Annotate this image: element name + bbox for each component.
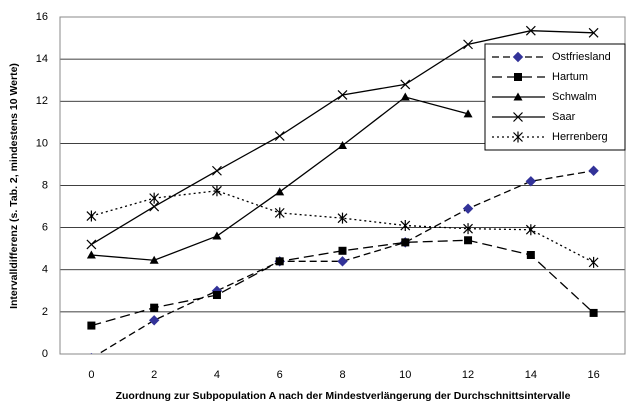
legend-label: Hartum <box>552 71 588 83</box>
data-point <box>150 303 159 312</box>
data-point <box>212 165 222 176</box>
legend-marker <box>514 73 522 81</box>
legend-marker <box>513 112 523 122</box>
data-point <box>149 192 160 204</box>
series-line <box>97 170 594 354</box>
series-line <box>91 96 469 261</box>
x-tick-label: 14 <box>525 369 537 381</box>
data-point <box>149 255 159 264</box>
legend-label: Schwalm <box>552 91 597 103</box>
x-tick-label: 10 <box>399 369 411 381</box>
y-tick-label: 2 <box>42 306 48 318</box>
data-point <box>526 251 535 260</box>
y-tick-label: 10 <box>36 137 48 149</box>
data-point <box>275 257 284 266</box>
legend-label: Ostfriesland <box>552 51 611 63</box>
data-point <box>90 353 93 354</box>
data-point <box>337 256 348 267</box>
series-line <box>91 190 594 263</box>
data-point <box>525 224 536 236</box>
y-tick-label: 6 <box>42 222 48 234</box>
legend-marker <box>513 131 523 143</box>
data-point <box>338 140 347 149</box>
y-tick-label: 14 <box>36 53 48 65</box>
data-point <box>525 176 537 187</box>
data-point <box>274 207 285 219</box>
data-point <box>400 92 410 101</box>
x-tick-label: 0 <box>88 369 94 381</box>
x-tick-label: 16 <box>587 369 599 381</box>
plot-frame <box>59 16 626 355</box>
x-tick-label: 4 <box>214 369 220 381</box>
data-point <box>212 185 222 197</box>
data-point <box>400 220 411 232</box>
data-point <box>588 27 599 38</box>
data-point <box>525 25 536 36</box>
data-point <box>87 321 96 330</box>
y-tick-label: 16 <box>36 11 48 23</box>
data-point <box>462 203 474 214</box>
data-point <box>86 210 97 222</box>
data-point <box>212 291 221 300</box>
y-tick-label: 0 <box>42 348 48 360</box>
data-point <box>86 239 97 250</box>
legend-label: Saar <box>552 111 576 123</box>
legend-marker <box>513 92 523 101</box>
x-tick-label: 2 <box>151 369 157 381</box>
x-tick-label: 12 <box>462 369 474 381</box>
data-point <box>401 238 410 247</box>
data-point <box>86 250 96 259</box>
y-axis-title: Intervalldifferenz (s. Tab. 2, mindesten… <box>8 63 20 309</box>
data-point <box>463 39 473 50</box>
data-point <box>464 236 473 245</box>
data-point <box>463 109 473 118</box>
data-point <box>588 256 599 268</box>
data-point <box>149 201 160 212</box>
legend-marker <box>512 51 524 63</box>
plot-area <box>86 25 599 354</box>
data-point <box>212 231 222 240</box>
data-point <box>588 165 599 176</box>
x-tick-label: 8 <box>339 369 345 381</box>
data-point <box>337 90 348 100</box>
y-tick-label: 8 <box>42 179 48 191</box>
data-point <box>338 246 347 255</box>
legend-label: Herrenberg <box>552 131 608 143</box>
y-tick-label: 4 <box>42 264 48 276</box>
x-axis-title: Zuordnung zur Subpopulation A nach der M… <box>116 390 571 402</box>
data-point <box>400 79 411 90</box>
data-point <box>589 308 598 317</box>
y-tick-label: 12 <box>36 95 48 107</box>
x-tick-label: 6 <box>277 369 283 381</box>
data-point <box>274 131 285 141</box>
data-point <box>275 187 285 196</box>
data-point <box>463 223 473 235</box>
data-point <box>148 315 160 326</box>
data-point <box>337 212 348 224</box>
